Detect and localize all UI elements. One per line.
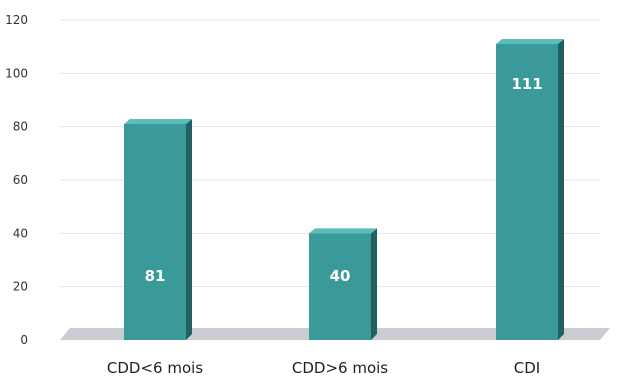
bar-side [558, 39, 564, 340]
bar-front [309, 233, 371, 340]
y-tick-label: 60 [13, 173, 28, 187]
x-axis-labels: CDD<6 mois CDD>6 mois CDI [107, 359, 540, 377]
bar-2: 40 [309, 228, 377, 340]
bar-top [309, 228, 377, 234]
x-category-label: CDI [514, 359, 540, 377]
y-tick-label: 40 [13, 226, 28, 240]
bar-top [496, 39, 564, 44]
bar-side [371, 228, 377, 340]
y-tick-label: 100 [5, 66, 28, 80]
bar-data-label: 40 [330, 267, 351, 285]
y-axis-ticks: 0 20 40 60 80 100 120 [5, 13, 28, 347]
bar-top [124, 119, 192, 124]
bars: 81 40 111 [124, 39, 564, 340]
bar-1: 81 [124, 119, 192, 340]
x-category-label: CDD<6 mois [107, 359, 203, 377]
bar-side [186, 119, 192, 340]
bar-data-label: 81 [145, 267, 166, 285]
bar-3: 111 [496, 39, 564, 340]
x-category-label: CDD>6 mois [292, 359, 388, 377]
bar-front [124, 124, 186, 340]
y-tick-label: 120 [5, 13, 28, 27]
y-tick-label: 0 [20, 333, 28, 347]
y-tick-label: 80 [13, 120, 28, 134]
bar-front [496, 44, 558, 340]
y-tick-label: 20 [13, 280, 28, 294]
bar-data-label: 111 [511, 75, 542, 93]
